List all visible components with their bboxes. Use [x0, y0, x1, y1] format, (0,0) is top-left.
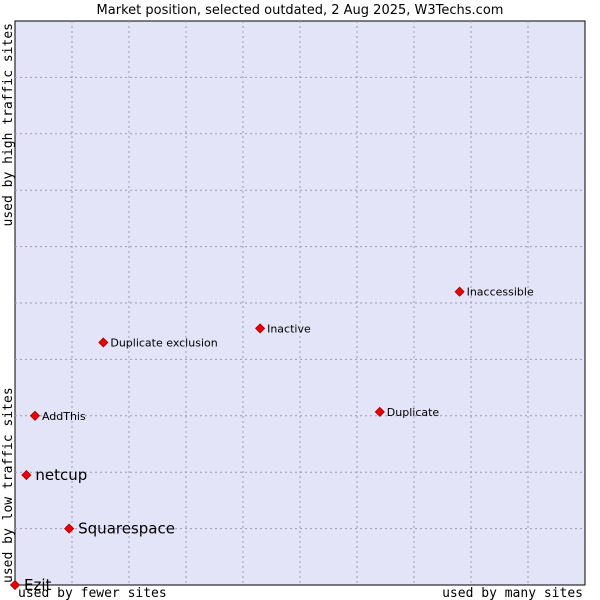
data-point-label: Ezit — [24, 576, 52, 594]
x-axis-low-label: used by fewer sites — [18, 586, 167, 600]
y-axis-low-label: used by low traffic sites — [1, 387, 16, 583]
data-point-label: Duplicate exclusion — [110, 336, 217, 349]
data-points: Inaccessible Inactive Duplicate exclusion A… — [9, 286, 534, 594]
data-point-marker — [9, 579, 21, 591]
data-point-marker — [29, 410, 41, 421]
data-point-marker — [21, 469, 32, 481]
data-point-marker — [98, 337, 109, 348]
data-point-marker — [64, 523, 75, 534]
data-point-marker — [374, 406, 385, 417]
chart-title: Market position, selected outdated, 2 Au… — [97, 3, 504, 18]
data-point-label: netcup — [35, 466, 87, 484]
data-point-label: Duplicate — [387, 406, 440, 419]
grid-lines — [15, 21, 585, 585]
data-point-marker — [454, 286, 465, 297]
x-axis-high-label: used by many sites — [442, 586, 583, 600]
data-point-label: Squarespace — [78, 520, 175, 538]
data-point-label: AddThis — [42, 410, 86, 423]
y-axis-high-label: used by high traffic sites — [1, 23, 16, 227]
data-point-label: Inactive — [267, 322, 311, 335]
data-point-label: Inaccessible — [467, 286, 534, 299]
data-point-marker — [255, 323, 266, 334]
